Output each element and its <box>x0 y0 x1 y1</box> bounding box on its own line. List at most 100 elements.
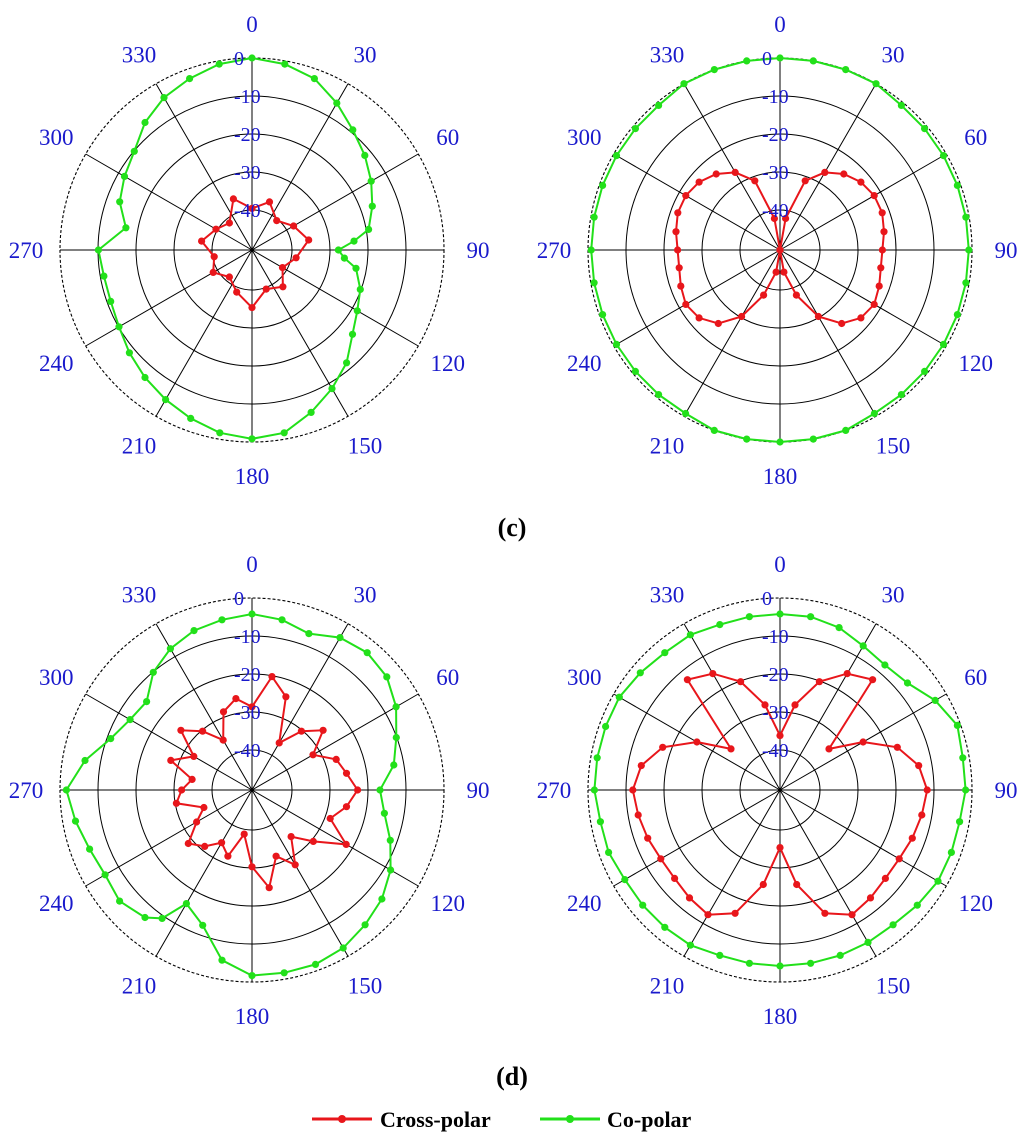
data-point-co-polar <box>872 80 880 88</box>
data-point-cross-polar <box>682 300 690 308</box>
data-point-co-polar <box>116 897 124 905</box>
angle-tick-label: 270 <box>537 238 572 263</box>
angle-tick-label: 90 <box>995 778 1018 803</box>
data-point-co-polar <box>62 786 70 794</box>
data-point-co-polar <box>889 921 897 929</box>
data-point-co-polar <box>921 125 929 133</box>
spoke-line <box>779 83 877 251</box>
data-point-cross-polar <box>760 291 768 299</box>
data-point-co-polar <box>310 75 318 83</box>
data-point-co-polar <box>605 848 613 857</box>
radial-tick-label: 0 <box>762 48 772 70</box>
angle-tick-label: 120 <box>430 891 465 916</box>
angle-tick-label: 210 <box>122 434 157 459</box>
data-point-co-polar <box>686 941 695 949</box>
grid-ring <box>135 673 369 907</box>
data-point-cross-polar <box>731 168 739 176</box>
data-point-co-polar <box>343 359 351 367</box>
legend: Cross-polar Co-polar <box>312 1107 692 1132</box>
data-point-co-polar <box>655 391 663 399</box>
data-point-co-polar <box>158 914 166 923</box>
data-point-cross-polar <box>342 840 350 849</box>
data-point-cross-polar <box>877 264 885 272</box>
data-point-cross-polar <box>869 676 877 684</box>
radial-tick-label: -30 <box>762 162 789 184</box>
data-point-cross-polar <box>727 745 735 753</box>
data-point-co-polar <box>842 66 850 74</box>
angle-tick-label: 240 <box>567 351 602 376</box>
radial-tick-label: -50 <box>234 0 261 5</box>
angle-tick-label: 90 <box>467 778 490 803</box>
data-point-cross-polar <box>840 170 848 178</box>
data-point-cross-polar <box>801 177 809 185</box>
radial-tick-label: -40 <box>762 200 789 222</box>
data-point-cross-polar <box>695 178 703 186</box>
data-point-co-polar <box>281 60 289 68</box>
angle-tick-label: 120 <box>958 351 993 376</box>
data-point-cross-polar <box>738 312 746 321</box>
data-point-co-polar <box>956 818 964 826</box>
data-point-co-polar <box>655 101 663 109</box>
data-point-co-polar <box>339 944 347 952</box>
polar-plots: 0 -10 -20 -30 -40 -50 0 30 60 90 120 150 180 210 240 27… <box>9 0 1018 1029</box>
data-point-cross-polar <box>172 799 180 807</box>
spoke-line <box>85 789 253 887</box>
angle-tick-label: 240 <box>39 891 74 916</box>
angle-tick-label: 300 <box>567 125 602 150</box>
data-point-cross-polar <box>279 283 287 291</box>
angle-tick-label: 300 <box>567 665 602 690</box>
data-point-cross-polar <box>262 285 270 293</box>
data-point-co-polar <box>587 246 595 254</box>
legend-swatch-marker-co-polar <box>566 1115 574 1123</box>
data-point-co-polar <box>897 101 906 109</box>
data-point-cross-polar <box>193 818 201 826</box>
data-point-co-polar <box>383 673 391 681</box>
data-point-cross-polar <box>857 178 865 186</box>
spoke-line <box>779 789 947 887</box>
angle-tick-label: 180 <box>235 464 270 489</box>
data-point-co-polar <box>141 118 149 127</box>
data-point-cross-polar <box>712 170 720 178</box>
data-point-co-polar <box>160 94 168 102</box>
data-point-co-polar <box>218 616 226 624</box>
data-point-co-polar <box>743 57 751 65</box>
data-point-co-polar <box>386 836 394 844</box>
data-point-cross-polar <box>878 246 887 254</box>
data-point-co-polar <box>248 972 256 980</box>
caption-c: (c) <box>498 513 527 542</box>
data-point-co-polar <box>680 80 688 88</box>
angle-tick-label: 240 <box>567 891 602 916</box>
angle-tick-label: 180 <box>763 464 798 489</box>
data-point-cross-polar <box>354 786 362 794</box>
data-point-cross-polar <box>199 727 207 735</box>
data-point-cross-polar <box>233 288 241 296</box>
data-point-cross-polar <box>219 736 227 744</box>
data-point-co-polar <box>745 959 754 967</box>
angle-tick-label: 60 <box>436 665 459 690</box>
data-point-cross-polar <box>332 755 340 764</box>
data-point-co-polar <box>143 698 151 706</box>
spoke-line <box>779 249 947 347</box>
data-point-co-polar <box>776 54 784 62</box>
data-point-cross-polar <box>265 884 273 892</box>
data-point-co-polar <box>776 610 784 618</box>
data-point-co-polar <box>897 391 906 399</box>
data-point-co-polar <box>130 147 138 155</box>
data-point-co-polar <box>376 786 384 794</box>
data-point-co-polar <box>602 722 610 731</box>
angle-tick-label: 270 <box>9 238 44 263</box>
polar-chart-4: 0 -10 -20 -30 -40 -50 0 30 60 90 120 150 180 210 240 27… <box>537 0 1018 1029</box>
data-point-cross-polar <box>342 769 351 777</box>
radial-tick-label: -50 <box>762 0 789 5</box>
spoke-line <box>155 249 253 417</box>
data-point-co-polar <box>305 630 313 638</box>
data-point-cross-polar <box>895 855 903 863</box>
spoke-line <box>85 153 253 251</box>
spoke-line <box>613 249 781 347</box>
legend-item-co-polar: Co-polar <box>540 1107 692 1132</box>
spoke-line <box>85 249 253 347</box>
data-point-cross-polar <box>737 678 745 686</box>
data-point-co-polar <box>615 693 623 701</box>
legend-swatch-marker-cross-polar <box>338 1115 346 1123</box>
data-point-cross-polar <box>291 861 299 869</box>
